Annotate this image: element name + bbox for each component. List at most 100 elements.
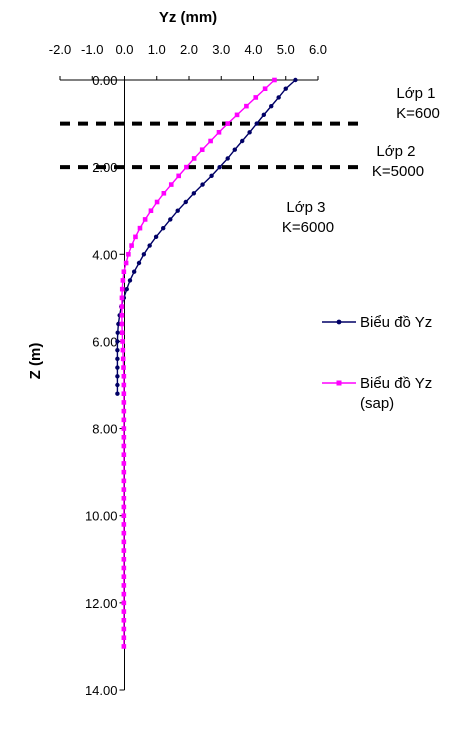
data-point [115,330,120,335]
data-point [121,583,127,588]
legend-label-yz-sap-line2: (sap) [360,395,394,412]
legend-label-yz-sap: Biểu đồ Yz (sap) [360,375,436,412]
data-point [121,556,127,562]
data-point [116,321,121,327]
annotation-layer-1: Lớp 1 K=600 [396,85,440,122]
data-point [154,199,160,205]
data-point [121,408,127,414]
x-tick-label: 0.0 [115,42,133,57]
data-point [121,617,127,623]
data-point [121,504,127,510]
data-point [253,95,259,100]
data-point [121,513,127,519]
annotation-layer-2-k: K=5000 [372,163,424,180]
data-point [161,190,167,196]
data-point [199,147,205,153]
x-tick-label: -1.0 [81,42,103,57]
data-point [121,539,127,545]
annotation-layer-2-name: Lớp 2 [376,143,415,160]
data-point [121,426,127,431]
legend: Biểu đồ Yz Biểu đồ Yz (sap) [322,314,436,412]
legend-label-yz-sap-line1: Biểu đồ Yz [360,375,432,392]
data-point [121,530,127,536]
data-point [121,400,127,405]
data-point [141,252,147,257]
data-point [200,182,205,187]
data-point [121,487,127,492]
series-line [116,79,296,394]
data-point [119,286,125,292]
data-point [184,164,189,170]
data-point [225,121,230,126]
data-point [121,443,127,449]
data-point [120,278,126,283]
data-point [121,461,127,466]
data-point [153,234,159,240]
data-point [121,522,127,527]
data-point [115,382,120,388]
x-tick-label: 4.0 [244,42,262,57]
data-point [247,130,252,135]
data-point [119,295,125,301]
data-point [183,199,188,205]
data-point [176,173,181,179]
y-tick-label: 4.00 [92,247,117,262]
data-point [115,339,120,344]
data-point [276,95,281,100]
y-tick-label: 2.00 [92,160,117,175]
annotation-layer-3: Lớp 3 K=6000 [282,199,334,236]
data-point [269,103,274,109]
data-point [119,312,125,318]
data-point [120,347,126,353]
data-point [232,147,237,152]
data-point [121,434,127,440]
annotation-layer-3-name: Lớp 3 [286,199,325,216]
data-point [121,565,127,571]
data-point [283,86,288,91]
data-point [261,112,267,118]
data-point [120,356,126,362]
data-point [191,191,197,196]
data-point [217,164,222,170]
data-point [148,208,154,214]
x-tick-label: 6.0 [309,42,327,57]
annotation-layer-3-k: K=6000 [282,219,334,236]
data-point [129,243,134,248]
data-point [262,86,268,92]
data-point [119,330,125,336]
data-point [121,591,127,597]
data-point [161,225,166,231]
data-point [121,373,127,379]
data-point [120,339,125,344]
data-point [121,626,127,632]
series-yz-sap [119,77,277,649]
data-point [121,495,127,501]
data-point [121,644,127,649]
data-point [121,469,127,475]
x-tick-label: 3.0 [212,42,230,57]
data-point [272,77,277,83]
data-point [142,217,148,222]
data-point [240,138,245,144]
data-point [119,321,125,327]
data-point [168,217,173,222]
data-point [115,365,120,370]
series-yz [115,77,298,396]
x-tick-label: -2.0 [49,42,71,57]
legend-marker-yz-sap [336,380,342,386]
data-point [115,347,120,353]
data-point [175,208,180,213]
data-point [123,260,129,266]
annotation-layer-1-k: K=600 [396,105,440,122]
data-point [147,243,152,248]
data-point [121,452,127,458]
y-tick-label: 0.00 [92,73,117,88]
data-point [121,635,127,641]
annotation-layer-1-name: Lớp 1 [396,85,435,102]
data-point [124,286,129,292]
data-point [121,382,127,388]
data-point [254,121,259,126]
data-point [127,278,133,283]
data-point [121,609,127,614]
